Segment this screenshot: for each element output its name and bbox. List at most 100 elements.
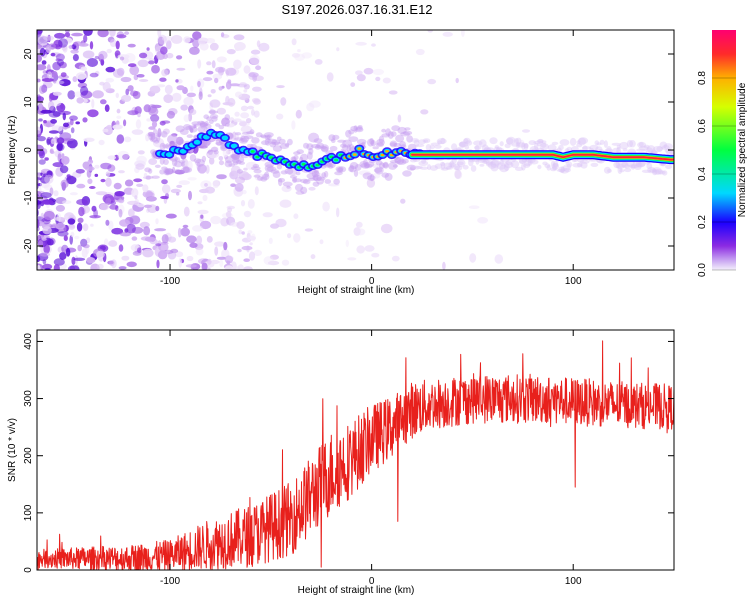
spectrogram-noise-blob: [139, 52, 148, 59]
spectrogram-noise-blob: [182, 224, 189, 228]
spectrogram-noise-blob: [84, 166, 95, 171]
spectrogram-halo-blob: [499, 159, 504, 166]
spectrogram-noise-blob: [64, 32, 71, 38]
spectrogram-halo-blob: [490, 159, 501, 166]
spectrogram-noise-blob: [170, 188, 181, 194]
spectrogram-halo-blob: [534, 142, 539, 150]
spectrogram-halo-blob: [234, 137, 244, 141]
spectrogram-halo-blob: [621, 161, 629, 168]
spectrogram-halo-blob: [293, 151, 301, 156]
spectrogram-halo-blob: [188, 126, 198, 133]
spectrogram-noise-blob: [238, 229, 243, 235]
spectrogram-noise-blob: [197, 209, 209, 215]
spectrogram-noise-blob: [461, 30, 465, 37]
spectrogram-noise-blob: [47, 238, 54, 246]
spectrogram-noise-blob: [243, 258, 250, 263]
spectrogram-noise-blob: [148, 106, 159, 116]
spectrogram-halo-blob: [628, 164, 637, 169]
spectrogram-noise-blob: [130, 90, 139, 97]
spectrogram-halo-blob: [599, 139, 605, 145]
spectrogram-noise-blob: [121, 94, 132, 102]
spectrogram-halo-blob: [154, 164, 161, 168]
spectrogram-halo-blob: [236, 159, 242, 165]
spectrogram-noise-blob: [372, 68, 384, 76]
spectrogram-halo-blob: [440, 167, 449, 171]
spectrogram-y-tick-label: 10: [23, 96, 34, 108]
spectrogram-noise-blob: [138, 79, 149, 82]
spectrogram-halo-blob: [246, 143, 254, 148]
spectrogram-halo-blob: [372, 146, 380, 150]
spectrogram-halo-blob: [450, 162, 456, 168]
spectrogram-noise-blob: [233, 34, 245, 41]
spectrogram-halo-blob: [449, 160, 454, 168]
spectrogram-halo-blob: [624, 164, 630, 169]
spectrogram-halo-blob: [306, 143, 314, 151]
spectrogram-noise-blob: [42, 263, 53, 270]
spectrogram-halo-blob: [389, 142, 397, 147]
spectrogram-noise-blob: [44, 174, 54, 184]
spectrogram-noise-blob: [48, 100, 55, 111]
spectrogram-noise-blob: [157, 128, 162, 138]
spectrogram-noise-blob: [53, 258, 65, 266]
spectrogram-noise-blob: [61, 200, 72, 205]
spectrogram-noise-blob: [75, 72, 87, 80]
spectrogram-halo-blob: [350, 125, 358, 132]
colorbar-ticks: 0.0 0.2 0.4 0.6 0.8: [697, 71, 736, 277]
spectrogram-noise-blob: [56, 142, 63, 151]
spectrogram-noise-blob: [364, 245, 375, 252]
snr-y-label: SNR (10 * v/v): [7, 418, 18, 482]
spectrogram-noise-blob: [154, 228, 167, 232]
spectrogram-noise-blob: [291, 120, 296, 130]
spectrogram-noise-blob: [229, 83, 241, 87]
spectrogram-halo-blob: [266, 166, 277, 172]
spectrogram-noise-blob: [363, 67, 374, 75]
spectrogram-halo-blob: [353, 169, 359, 177]
spectrogram-halo-blob: [180, 162, 185, 167]
spectrogram-noise-blob: [234, 41, 246, 51]
spectrogram-noise-blob: [522, 129, 530, 133]
spectrogram-noise-blob: [294, 53, 305, 61]
spectrogram-noise-blob: [279, 199, 292, 208]
spectrogram-halo-blob: [654, 169, 664, 175]
spectrogram-halo-blob: [321, 146, 329, 153]
spectrogram-halo-blob: [224, 156, 233, 164]
spectrogram-halo-blob: [162, 144, 169, 149]
spectrogram-halo-blob: [483, 158, 490, 164]
spectrogram-halo-blob: [310, 144, 321, 149]
spectrogram-halo-blob: [434, 144, 442, 149]
spectrogram-noise-blob: [161, 184, 171, 194]
spectrogram-halo-blob: [410, 166, 416, 171]
spectrogram-halo-blob: [437, 140, 442, 145]
spectrogram-noise-blob: [263, 256, 274, 266]
spectrogram-noise-blob: [114, 191, 125, 197]
spectrogram-halo-blob: [199, 121, 205, 129]
spectrogram-noise-blob: [51, 71, 58, 78]
spectrogram-noise-blob: [123, 119, 127, 127]
spectrogram-noise-blob: [94, 173, 99, 177]
spectrogram-ridge-core: [357, 147, 362, 150]
spectrogram-halo-blob: [278, 178, 283, 187]
spectrogram-halo-blob: [329, 145, 338, 152]
spectrogram-halo-blob: [410, 164, 415, 169]
spectrogram-halo-blob: [163, 159, 169, 165]
spectrogram-noise-blob: [206, 61, 212, 66]
snr-y-tick-label: 300: [23, 390, 34, 407]
figure-title: S197.2026.037.16.31.E12: [281, 2, 432, 17]
spectrogram-noise-blob: [193, 124, 197, 129]
spectrogram-noise-blob: [371, 43, 376, 47]
spectrogram-halo-blob: [232, 157, 240, 164]
spectrogram-halo-blob: [203, 114, 209, 119]
spectrogram-halo-blob: [290, 156, 297, 162]
spectrogram-noise-blob: [202, 194, 208, 202]
spectrogram-halo-blob: [224, 160, 233, 168]
spectrogram-halo-blob: [206, 116, 212, 121]
spectrogram-noise-blob: [100, 162, 112, 170]
spectrogram-noise-blob: [137, 113, 141, 118]
spectrogram-noise-blob: [56, 137, 65, 145]
spectrogram-noise-blob: [163, 94, 173, 104]
spectrogram-y-tick-label: -10: [23, 190, 34, 205]
spectrogram-halo-blob: [533, 140, 544, 145]
spectrogram-halo-blob: [603, 166, 611, 174]
spectrogram-noise-blob: [116, 34, 127, 39]
